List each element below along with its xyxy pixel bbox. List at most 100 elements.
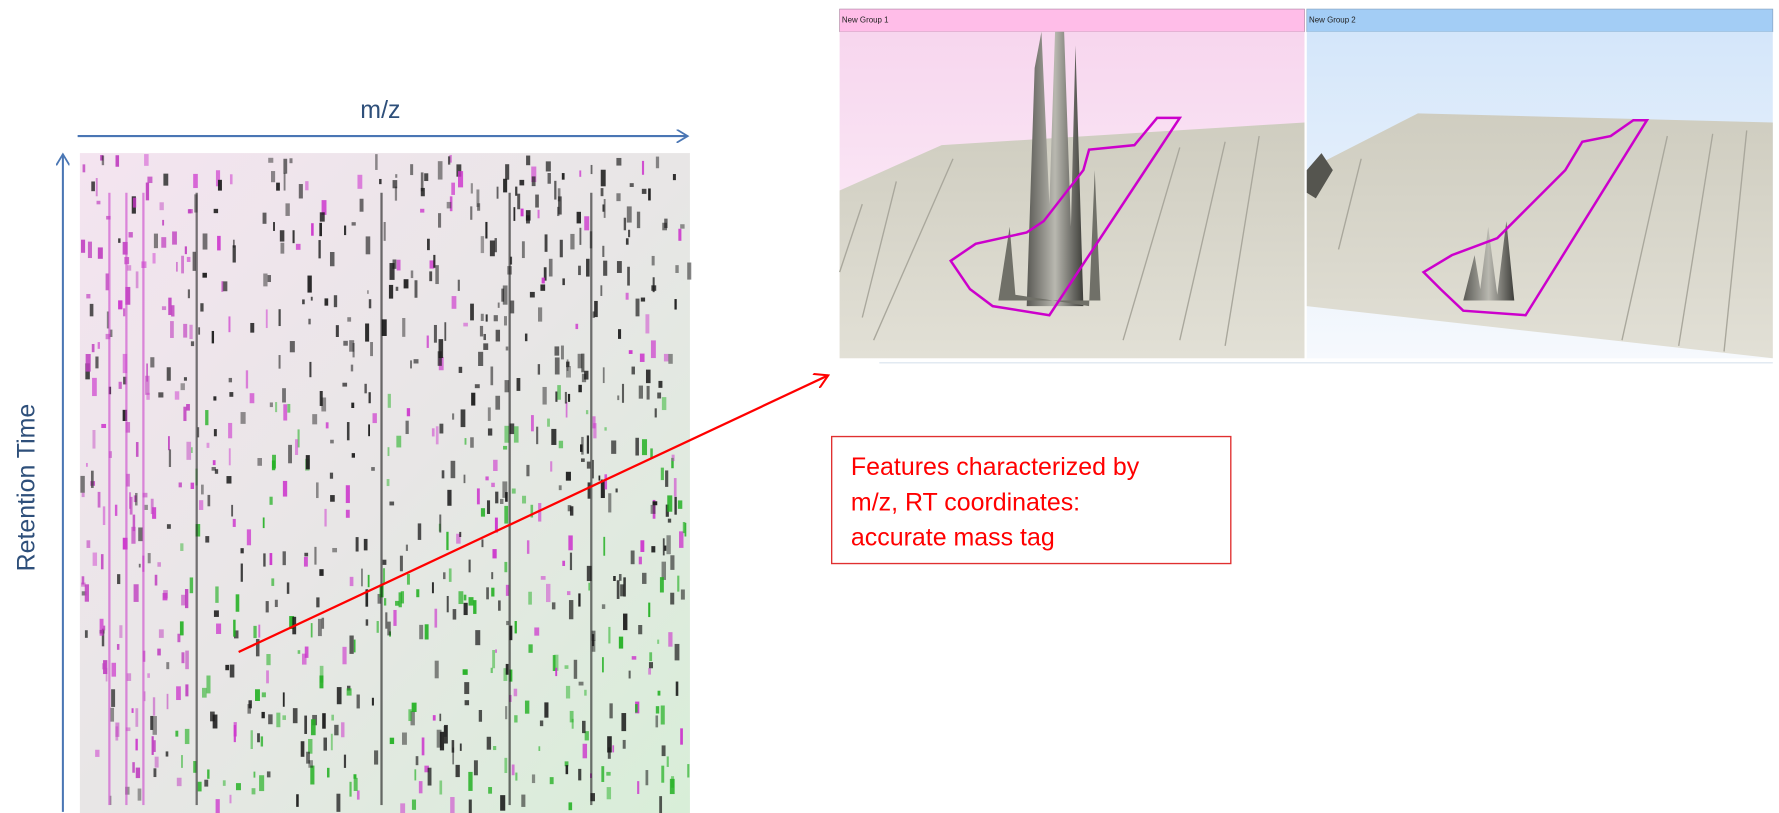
heatmap-speck bbox=[667, 756, 669, 767]
heatmap-speck bbox=[147, 177, 152, 183]
heatmap-speck bbox=[468, 772, 472, 791]
heatmap-speck bbox=[514, 426, 519, 442]
heatmap-speck bbox=[287, 404, 290, 413]
heatmap-speck bbox=[268, 158, 273, 163]
heatmap-speck bbox=[578, 266, 581, 275]
heatmap-speck bbox=[112, 663, 117, 677]
heatmap-speck bbox=[117, 644, 120, 650]
heatmap-speck bbox=[593, 423, 596, 438]
heatmap-speck bbox=[674, 478, 677, 497]
heatmap-speck bbox=[390, 738, 394, 744]
heatmap-speck bbox=[229, 448, 231, 465]
heatmap-speck bbox=[632, 367, 635, 375]
heatmap-speck bbox=[136, 271, 139, 288]
heatmap-speck bbox=[118, 300, 122, 309]
heatmap-speck bbox=[346, 510, 350, 518]
heatmap-speck bbox=[198, 782, 202, 792]
heatmap-speck bbox=[517, 194, 520, 210]
heatmap-speck bbox=[500, 499, 503, 504]
heatmap-speck bbox=[95, 357, 98, 369]
heatmap-speck bbox=[233, 519, 236, 527]
heatmap-speck bbox=[234, 722, 237, 736]
panel-header bbox=[1307, 9, 1773, 32]
heatmap-speck bbox=[581, 458, 585, 462]
heatmap-speck bbox=[213, 460, 216, 465]
heatmap-speck bbox=[342, 647, 346, 664]
heatmap-speck bbox=[304, 716, 307, 734]
heatmap-speck bbox=[357, 175, 362, 189]
heatmap-speck bbox=[129, 232, 133, 237]
heatmap-speck bbox=[384, 222, 386, 241]
heatmap-speck bbox=[334, 725, 338, 736]
heatmap-speck bbox=[587, 435, 589, 453]
heatmap-speck bbox=[631, 550, 635, 564]
heatmap-speck bbox=[584, 690, 586, 696]
heatmap-speck bbox=[176, 262, 178, 272]
heatmap-speck bbox=[607, 787, 611, 799]
heatmap-speck bbox=[221, 281, 223, 292]
heatmap-speck bbox=[559, 441, 563, 449]
heatmap-speck bbox=[522, 496, 526, 504]
heatmap-speck bbox=[214, 429, 217, 436]
heatmap-speck bbox=[463, 669, 468, 675]
heatmap-speck bbox=[199, 500, 203, 510]
heatmap-speck bbox=[526, 465, 529, 476]
heatmap-speck bbox=[330, 252, 335, 266]
heatmap-speck bbox=[436, 426, 439, 444]
heatmap-speck bbox=[127, 265, 131, 271]
heatmap-speck bbox=[448, 156, 450, 164]
heatmap-speck bbox=[364, 384, 366, 394]
heatmap-speck bbox=[368, 575, 370, 587]
heatmap-speck bbox=[296, 794, 299, 807]
heatmap-speck bbox=[583, 744, 587, 759]
heatmap-speck bbox=[647, 386, 650, 400]
heatmap-speck bbox=[387, 479, 390, 486]
heatmap-speck bbox=[133, 198, 136, 208]
heatmap-speck bbox=[282, 388, 286, 402]
heatmap-speck bbox=[437, 730, 442, 748]
heatmap-speck bbox=[603, 537, 605, 556]
heatmap-speck bbox=[557, 385, 561, 400]
heatmap-speck bbox=[349, 782, 351, 797]
heatmap-speck bbox=[255, 689, 260, 701]
heatmap-speck bbox=[451, 461, 456, 478]
heatmap-speck bbox=[526, 156, 530, 166]
heatmap-speck bbox=[513, 207, 515, 221]
heatmap-speck bbox=[186, 442, 191, 460]
heatmap-speck bbox=[485, 222, 487, 239]
heatmap-speck bbox=[272, 455, 276, 469]
heatmap-speck bbox=[618, 329, 621, 339]
heatmap-speck bbox=[325, 298, 329, 305]
heatmap-speck bbox=[92, 430, 95, 449]
heatmap-speck bbox=[322, 713, 326, 728]
heatmap-speck bbox=[117, 574, 120, 584]
heatmap-speck bbox=[402, 318, 405, 337]
heatmap-speck bbox=[521, 795, 525, 807]
heatmap-speck bbox=[611, 440, 616, 453]
heatmap-speck bbox=[215, 469, 218, 474]
heatmap-speck bbox=[687, 764, 689, 777]
heatmap-speck bbox=[493, 746, 496, 750]
heatmap-speck bbox=[649, 662, 653, 668]
heatmap-speck bbox=[503, 446, 507, 450]
heatmap-speck bbox=[659, 796, 662, 813]
heatmap-speck bbox=[495, 238, 497, 252]
heatmap-speck bbox=[681, 589, 685, 599]
heatmap-speck bbox=[526, 215, 530, 223]
heatmap-speck bbox=[515, 621, 517, 633]
heatmap-speck bbox=[629, 350, 633, 354]
heatmap-speck bbox=[98, 492, 101, 508]
heatmap-speck bbox=[661, 705, 665, 724]
heatmap-speck bbox=[167, 524, 171, 529]
heatmap-speck bbox=[266, 309, 268, 328]
heatmap-speck bbox=[679, 531, 683, 548]
heatmap-speck bbox=[241, 564, 243, 582]
heatmap-speck bbox=[253, 626, 256, 638]
heatmap-speck bbox=[458, 591, 463, 604]
heatmap-speck bbox=[389, 502, 394, 506]
heatmap-speck bbox=[103, 506, 105, 525]
heatmap-speck bbox=[365, 323, 369, 341]
heatmap-speck bbox=[351, 403, 354, 408]
heatmap-speck bbox=[567, 591, 570, 595]
heatmap-speck bbox=[327, 768, 330, 778]
